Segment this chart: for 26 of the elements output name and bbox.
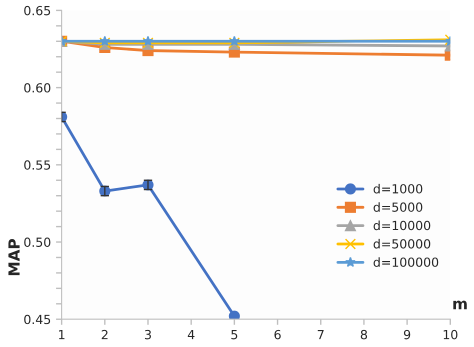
x-tick-label: 3: [144, 330, 151, 340]
y-tick-label: 0.50: [24, 238, 50, 247]
point: [99, 36, 110, 46]
y-tick-label: 0.65: [24, 6, 50, 16]
legend-label: d=50000: [374, 238, 430, 249]
x-tick-label: 9: [404, 330, 410, 340]
x-tick-label: 6: [274, 330, 281, 340]
y-tick-label: 0.60: [24, 83, 50, 93]
x-tick-label: 10: [444, 330, 458, 340]
y-tick-label: 0.55: [24, 160, 50, 170]
legend-label: d=10000: [374, 220, 430, 230]
x-tick-label: 8: [360, 330, 368, 340]
x-tick-label: 4: [188, 330, 194, 340]
x-axis-title: m: [453, 300, 467, 310]
x-tick-label: 7: [318, 330, 324, 340]
x-tick-label: 5: [231, 330, 238, 340]
x-tick-label: 2: [102, 330, 108, 340]
x-tick-label: 1: [59, 330, 64, 340]
legend-label: d=1000: [374, 184, 422, 194]
legend-label: d=5000: [374, 202, 422, 212]
point: [229, 36, 240, 46]
point: [142, 36, 154, 46]
y-axis-title: MAP: [8, 238, 20, 276]
point: [228, 310, 240, 320]
legend-label: d=100000: [374, 257, 438, 267]
y-tick-label: 0.45: [24, 314, 50, 324]
